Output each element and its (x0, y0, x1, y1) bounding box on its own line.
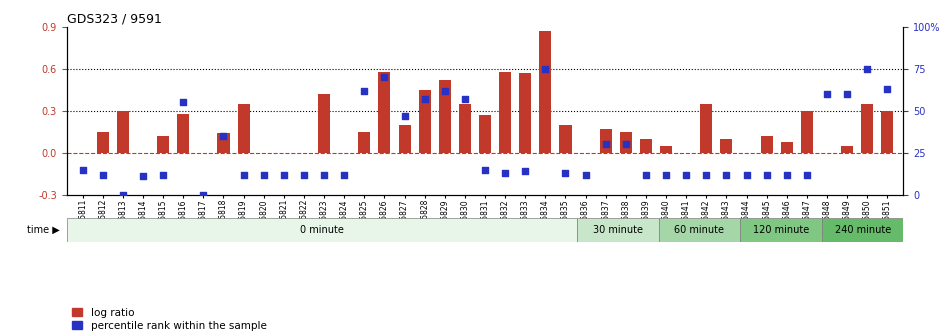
Point (457, 96, 473, 102)
Point (759, 172, 774, 177)
Point (840, 91, 855, 97)
Point (699, 172, 714, 177)
Point (176, 100, 191, 105)
Point (739, 172, 754, 177)
Point (558, 170, 573, 176)
Point (860, 66, 875, 72)
Point (880, 86, 895, 92)
FancyBboxPatch shape (658, 218, 740, 242)
Bar (700, 104, 712, 153)
Text: 60 minute: 60 minute (674, 225, 725, 235)
Bar (218, 133, 229, 153)
Point (276, 172, 291, 177)
Bar (559, 125, 572, 153)
Point (236, 172, 251, 177)
Bar (801, 111, 813, 153)
Bar (761, 136, 773, 153)
Point (517, 169, 533, 174)
Point (196, 192, 211, 198)
Bar (620, 132, 631, 153)
Point (397, 113, 412, 119)
Point (135, 174, 150, 179)
Text: 30 minute: 30 minute (592, 225, 643, 235)
Bar (721, 139, 732, 153)
Text: GDS323 / 9591: GDS323 / 9591 (67, 13, 162, 26)
Point (799, 172, 814, 177)
Text: 0 minute: 0 minute (300, 225, 343, 235)
Legend: log ratio, percentile rank within the sample: log ratio, percentile rank within the sa… (71, 308, 266, 331)
Point (75, 167, 90, 172)
Bar (398, 125, 411, 153)
Bar (238, 104, 250, 153)
Text: 120 minute: 120 minute (753, 225, 809, 235)
Point (377, 75, 392, 80)
Bar (177, 114, 189, 153)
Bar (640, 139, 652, 153)
Bar (660, 146, 672, 153)
Bar (600, 129, 611, 153)
Point (417, 96, 433, 102)
Point (598, 142, 613, 147)
Bar (418, 90, 431, 153)
Bar (97, 132, 108, 153)
Point (95, 172, 110, 177)
Text: time ▶: time ▶ (28, 225, 60, 235)
Point (156, 172, 171, 177)
Bar (359, 132, 370, 153)
Point (297, 172, 312, 177)
Point (719, 172, 734, 177)
FancyBboxPatch shape (822, 218, 903, 242)
FancyBboxPatch shape (740, 218, 822, 242)
Point (497, 170, 513, 176)
Point (638, 172, 653, 177)
Bar (378, 72, 391, 153)
Point (115, 192, 130, 198)
Point (537, 66, 553, 72)
Point (357, 88, 372, 93)
Point (437, 88, 453, 93)
Bar (519, 73, 532, 153)
Bar (117, 111, 129, 153)
Point (618, 142, 633, 147)
Point (317, 172, 332, 177)
Bar (438, 80, 451, 153)
Text: 240 minute: 240 minute (834, 225, 891, 235)
Bar (479, 115, 491, 153)
Point (679, 172, 694, 177)
Bar (499, 72, 512, 153)
Point (578, 172, 593, 177)
Bar (781, 142, 793, 153)
FancyBboxPatch shape (577, 218, 658, 242)
Point (477, 167, 493, 172)
Point (216, 133, 231, 139)
Point (337, 172, 352, 177)
Bar (882, 111, 893, 153)
Bar (862, 104, 873, 153)
Point (256, 172, 271, 177)
Bar (459, 104, 471, 153)
Bar (539, 31, 552, 153)
Point (658, 172, 673, 177)
Bar (318, 94, 330, 153)
Bar (157, 136, 169, 153)
FancyBboxPatch shape (67, 218, 577, 242)
Point (820, 91, 835, 97)
Bar (841, 146, 853, 153)
Point (779, 172, 794, 177)
